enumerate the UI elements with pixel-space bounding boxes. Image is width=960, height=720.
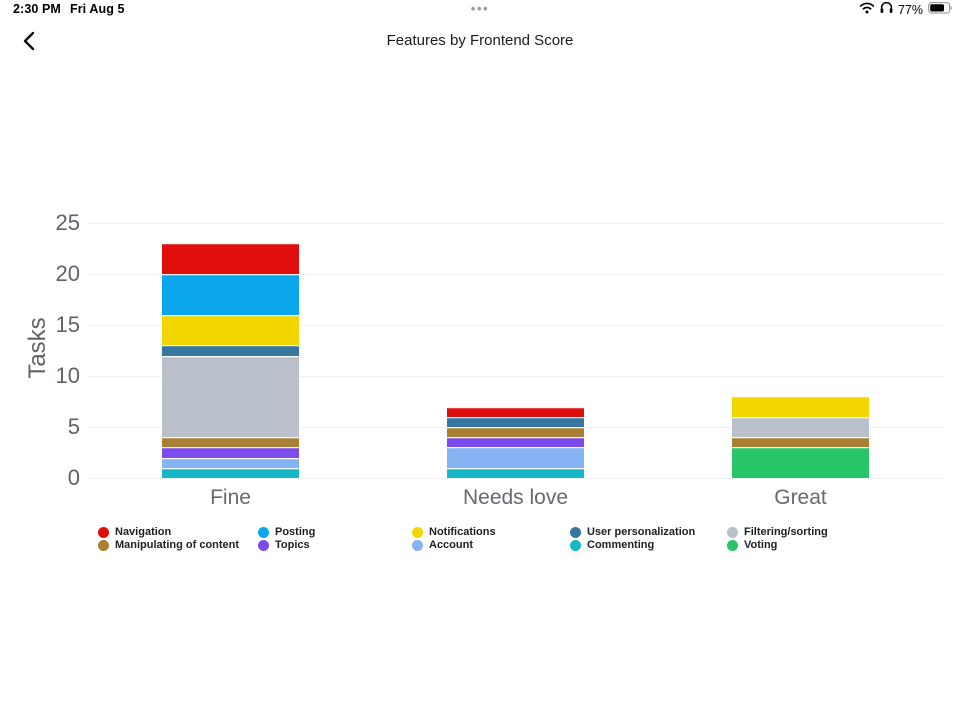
legend-item-account[interactable]: Account [412, 540, 473, 552]
y-tick-label-10: 10 [55, 363, 80, 388]
legend-item-user-personalization[interactable]: User personalization [570, 526, 695, 538]
gridline-25 [88, 222, 943, 224]
legend-swatch-topics-icon [258, 540, 269, 551]
y-tick-label-5: 5 [67, 414, 80, 439]
legend-label-user-personalization: User personalization [587, 525, 696, 538]
wifi-icon [859, 1, 875, 19]
legend-swatch-notifications-icon [412, 526, 423, 538]
legend-swatch-account-icon [412, 540, 423, 551]
gridline-10 [88, 375, 943, 377]
status-time-date: 2:30 PM Fri Aug 5 [13, 2, 125, 16]
bar-segment-fine-filtering-sorting[interactable] [162, 355, 299, 438]
status-time: 2:30 PM [13, 2, 61, 16]
legend-label-commenting: Commenting [587, 539, 655, 551]
bar-segment-fine-posting[interactable] [162, 274, 299, 315]
bar-segment-fine-topics[interactable] [162, 447, 299, 458]
battery-percent: 77% [897, 3, 923, 17]
legend-swatch-commenting-icon [570, 540, 581, 551]
legend-item-commenting[interactable]: Commenting [570, 540, 654, 552]
legend-swatch-voting-icon [727, 540, 738, 551]
back-button[interactable] [16, 29, 42, 55]
bar-segment-needs-love-navigation[interactable] [447, 406, 584, 417]
bar-segment-fine-notifications[interactable] [162, 314, 299, 346]
bar-segment-needs-love-topics[interactable] [447, 437, 584, 448]
bar-segment-needs-love-commenting[interactable] [447, 467, 584, 478]
y-tick-label-15: 15 [55, 312, 80, 337]
bar-segment-great-filtering-sorting[interactable] [732, 416, 869, 438]
legend-item-filtering-sorting[interactable]: Filtering/sorting [727, 526, 828, 538]
category-label-fine: Fine [210, 486, 251, 509]
legend-swatch-manipulating-of-content-icon [98, 540, 109, 551]
legend-label-account: Account [429, 539, 473, 551]
legend-label-navigation: Navigation [115, 525, 172, 538]
legend-label-voting: Voting [744, 539, 778, 551]
bar-segment-fine-commenting[interactable] [162, 467, 299, 478]
gridline-15 [88, 324, 943, 326]
y-tick-label-0: 0 [67, 465, 80, 490]
legend-swatch-user-personalization-icon [570, 526, 581, 538]
chevron-left-icon [23, 31, 35, 54]
bar-segment-great-manipulating-of-content[interactable] [732, 437, 869, 448]
bar-segment-needs-love-manipulating-of-content[interactable] [447, 427, 584, 438]
multitasking-dots-icon[interactable]: ••• [470, 1, 490, 16]
gridline-20 [88, 273, 943, 275]
legend-item-navigation[interactable]: Navigation [98, 526, 171, 538]
legend-item-manipulating-of-content[interactable]: Manipulating of content [98, 540, 239, 552]
headphones-icon [880, 1, 893, 19]
legend-swatch-posting-icon [258, 526, 269, 538]
legend-swatch-navigation-icon [98, 526, 109, 538]
gridline-0 [88, 477, 943, 479]
category-label-great: Great [774, 486, 827, 509]
bar-segment-needs-love-user-personalization[interactable] [447, 416, 584, 427]
bar-segment-fine-account[interactable] [162, 457, 299, 468]
page-title: Features by Frontend Score [386, 32, 574, 49]
bar-segment-fine-user-personalization[interactable] [162, 345, 299, 356]
battery-icon [928, 1, 953, 19]
status-bar: 2:30 PM Fri Aug 5 ••• 77% [0, 0, 960, 22]
bar-segment-needs-love-account[interactable] [447, 447, 584, 468]
legend-item-notifications[interactable]: Notifications [412, 526, 496, 538]
legend-label-posting: Posting [275, 525, 316, 538]
bar-segment-great-voting[interactable] [732, 447, 869, 478]
legend-item-voting[interactable]: Voting [727, 540, 777, 552]
bar-segment-fine-navigation[interactable] [162, 243, 299, 274]
status-date: Fri Aug 5 [69, 2, 125, 16]
legend-label-manipulating-of-content: Manipulating of content [115, 539, 240, 551]
status-icons: 77% [859, 1, 953, 19]
category-label-needs-love: Needs love [462, 486, 569, 509]
legend-label-topics: Topics [275, 539, 310, 551]
nav-bar: Features by Frontend Score [0, 22, 960, 62]
legend-item-posting[interactable]: Posting [258, 526, 315, 538]
y-tick-label-25: 25 [55, 210, 80, 235]
bar-segment-great-notifications[interactable] [732, 396, 869, 417]
legend-swatch-filtering-sorting-icon [727, 526, 738, 538]
legend-label-notifications: Notifications [429, 525, 496, 538]
legend-label-filtering-sorting: Filtering/sorting [744, 525, 828, 538]
bar-segment-fine-manipulating-of-content[interactable] [162, 437, 299, 448]
y-tick-label-20: 20 [55, 261, 80, 286]
legend-item-topics[interactable]: Topics [258, 540, 310, 552]
